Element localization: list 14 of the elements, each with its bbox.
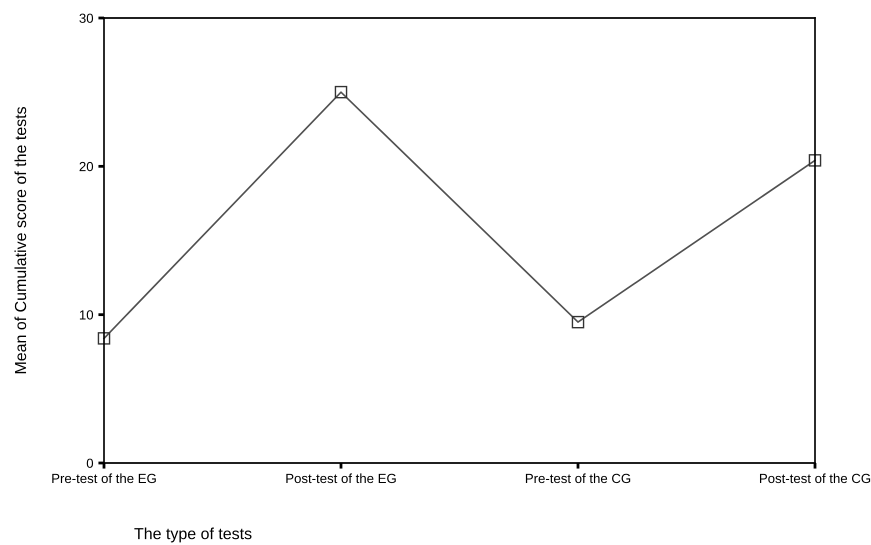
x-tick-label: Pre-test of the EG [52,473,156,484]
y-tick-label: 30 [79,14,94,23]
y-axis-title: Mean of Cumulative score of the tests [14,107,26,374]
y-tick-label: 20 [80,162,94,172]
x-tick-label: Pre-test of the CG [526,473,630,484]
point [808,154,822,167]
point [98,332,110,345]
y-tick-label: 0 [86,458,94,468]
y-tick-label: 10 [80,310,94,320]
x-tick-label: Post-test of the EG [286,473,396,484]
x-tick-label: Post-test of the CG [760,473,870,484]
x-axis-title: The type of tests [134,528,252,542]
point [334,86,348,98]
point [572,316,584,328]
